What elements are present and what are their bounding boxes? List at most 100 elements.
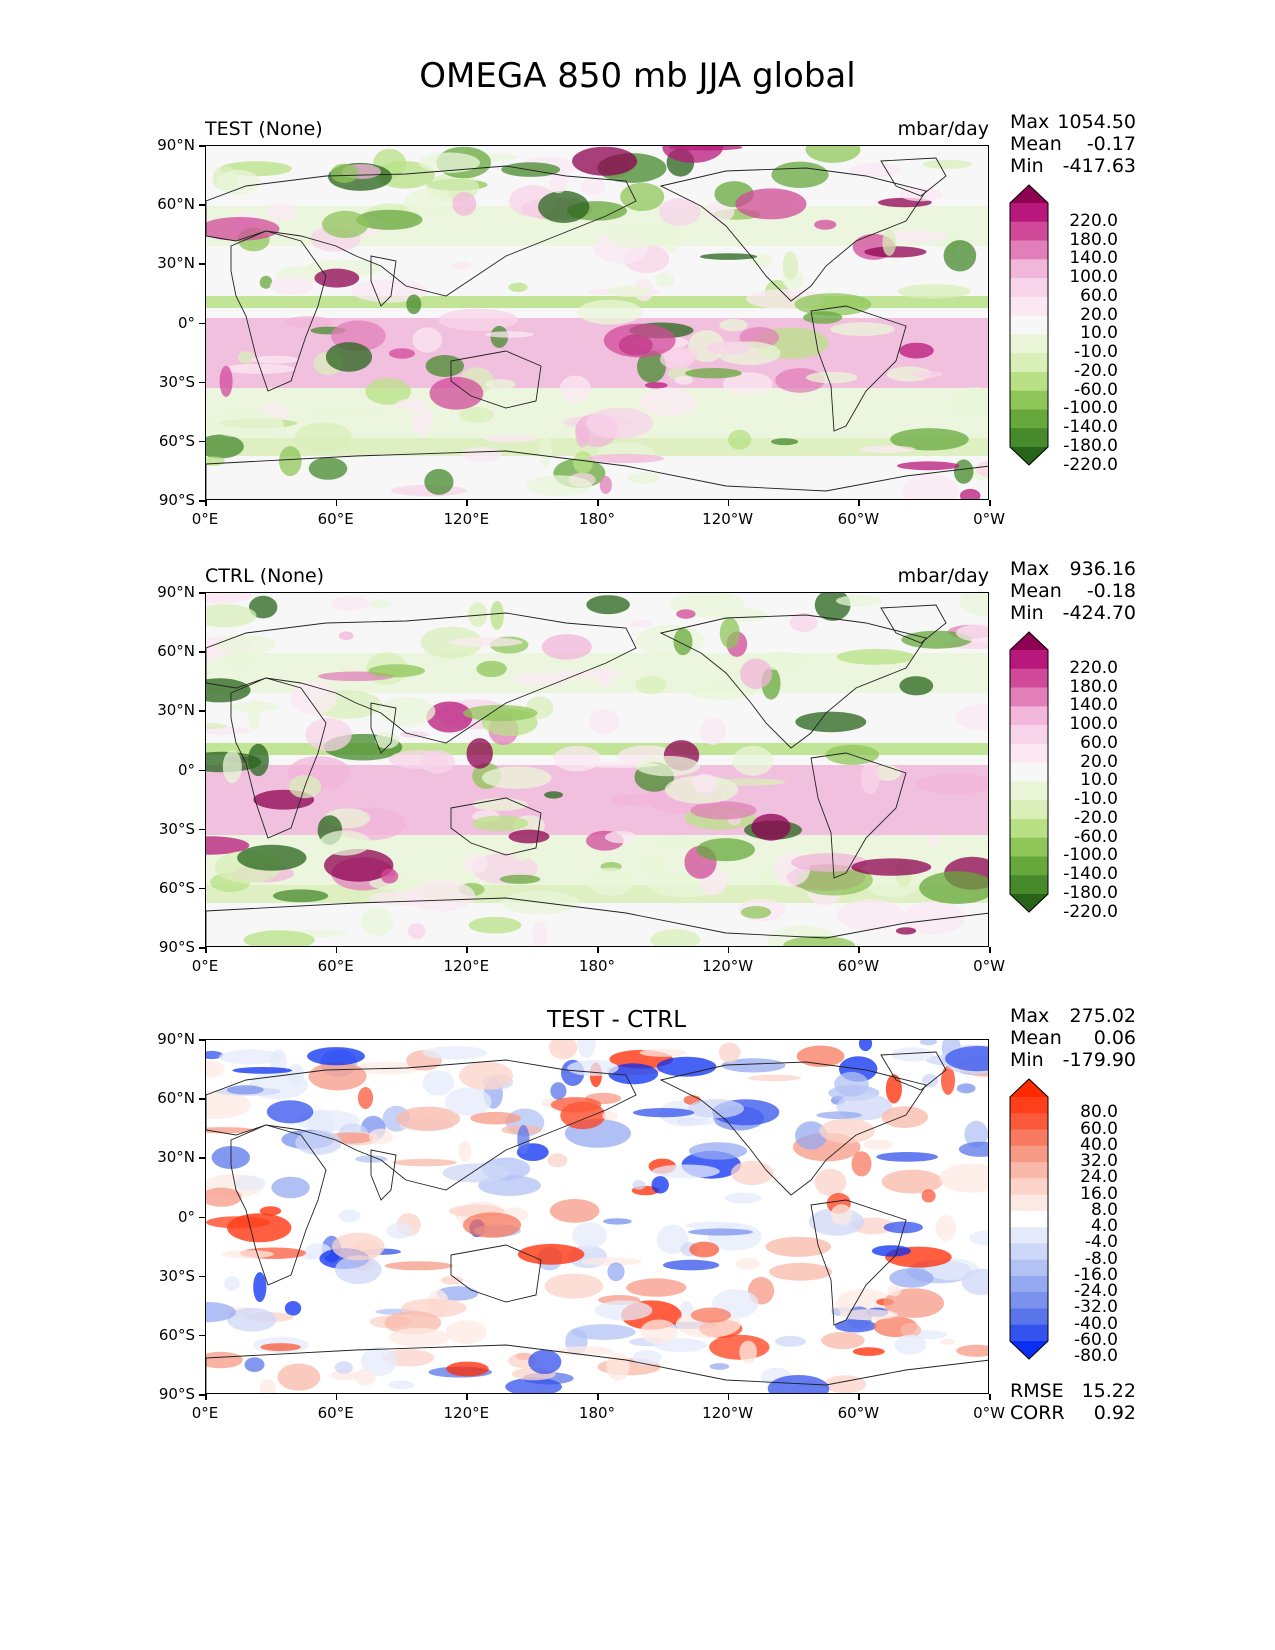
coastline bbox=[659, 167, 927, 302]
colorbar-tick-label: -180.0 bbox=[1063, 436, 1118, 456]
lat-tick bbox=[199, 1216, 205, 1218]
colorbar-tick-label: 10.0 bbox=[1080, 770, 1118, 791]
coastline bbox=[230, 677, 327, 839]
stat-min-label: Min bbox=[1010, 155, 1044, 177]
lon-tick-label: 60°E bbox=[317, 1404, 354, 1422]
stat-max-label: Max bbox=[1010, 558, 1050, 580]
colorbar-tick-label: 220.0 bbox=[1069, 210, 1118, 231]
colorbar-tick-label: 140.0 bbox=[1069, 248, 1118, 269]
colorbar-tick-label: 40.0 bbox=[1080, 1134, 1118, 1155]
lat-tick-label: 60°S bbox=[158, 878, 195, 897]
coastline bbox=[206, 450, 988, 499]
lon-tick bbox=[466, 947, 468, 953]
colorbar-tick-label: -4.0 bbox=[1084, 1232, 1118, 1253]
colorbar-tick-label: 16.0 bbox=[1080, 1183, 1118, 1204]
lon-tick-label: 120°E bbox=[443, 957, 490, 975]
lat-tick-label: 30°N bbox=[157, 1148, 195, 1167]
lon-tick bbox=[335, 947, 338, 953]
stat-max: Max 1054.50 bbox=[1010, 111, 1136, 133]
stats-block: Max 275.02 Mean 0.06 Min -179.90 bbox=[1010, 1005, 1136, 1071]
coastline bbox=[880, 604, 947, 644]
lon-tick-label: 120°E bbox=[443, 510, 490, 528]
lat-tick bbox=[199, 710, 205, 712]
map-plot bbox=[205, 145, 989, 500]
lon-tick bbox=[205, 947, 207, 953]
stat-mean-value: 0.06 bbox=[1093, 1027, 1136, 1049]
lat-tick bbox=[199, 500, 205, 502]
panel-units: mbar/day bbox=[897, 118, 989, 140]
lat-tick-label: 30°S bbox=[158, 372, 195, 391]
colorbar-tick-label: 60.0 bbox=[1080, 1118, 1118, 1139]
colorbar-tick-label: -140.0 bbox=[1063, 864, 1118, 885]
lon-tick-label: 0°E bbox=[191, 1404, 219, 1422]
lon-tick bbox=[466, 1394, 468, 1400]
coastline bbox=[450, 1244, 542, 1303]
lon-tick bbox=[727, 947, 730, 953]
colorbar bbox=[1009, 184, 1049, 466]
metric-rmse-value: 15.22 bbox=[1081, 1380, 1136, 1402]
coastline bbox=[880, 1051, 947, 1091]
colorbar-tick-label: 100.0 bbox=[1069, 714, 1118, 735]
colorbar-tick-label: 24.0 bbox=[1080, 1167, 1118, 1188]
lat-tick-label: 90°S bbox=[158, 938, 195, 956]
stat-mean-label: Mean bbox=[1010, 580, 1062, 602]
colorbar-tick-label: 32.0 bbox=[1080, 1151, 1118, 1172]
lat-tick-label: 0° bbox=[177, 313, 195, 332]
metric-rmse-label: RMSE bbox=[1010, 1380, 1064, 1402]
colorbar-tick-label: -10.0 bbox=[1074, 789, 1118, 810]
lon-tick bbox=[858, 947, 860, 953]
colorbar-tick-label: -24.0 bbox=[1074, 1281, 1118, 1302]
stat-min-value: -417.63 bbox=[1062, 155, 1136, 177]
colorbar-tick-label: -180.0 bbox=[1063, 883, 1118, 903]
colorbar-tick-label: 80.0 bbox=[1080, 1102, 1118, 1123]
stat-mean-label: Mean bbox=[1010, 133, 1062, 155]
colorbar-tick-label: -20.0 bbox=[1074, 807, 1118, 828]
lon-tick bbox=[205, 500, 207, 506]
lat-tick bbox=[199, 651, 205, 653]
coastline bbox=[206, 1059, 637, 1191]
lat-tick bbox=[199, 322, 205, 324]
metrics-block: RMSE 15.22 CORR 0.92 bbox=[1010, 1380, 1136, 1424]
stat-min-label: Min bbox=[1010, 602, 1044, 624]
lat-tick bbox=[199, 769, 205, 771]
lat-tick-label: 90°S bbox=[158, 491, 195, 509]
lon-tick-label: 180° bbox=[578, 957, 616, 975]
coastline bbox=[230, 1124, 327, 1286]
stat-mean-value: -0.18 bbox=[1086, 580, 1136, 602]
lon-tick-label: 180° bbox=[578, 510, 616, 528]
coastline bbox=[370, 702, 397, 754]
colorbar-tick-label: 140.0 bbox=[1069, 695, 1118, 716]
lat-tick-label: 60°N bbox=[157, 195, 195, 214]
contour-field bbox=[206, 1040, 988, 1393]
colorbar-tick-label: -32.0 bbox=[1074, 1297, 1118, 1318]
stat-min-label: Min bbox=[1010, 1049, 1044, 1071]
stat-min: Min -424.70 bbox=[1010, 602, 1136, 624]
colorbar-tick-label: 220.0 bbox=[1069, 657, 1118, 678]
lat-tick-label: 30°S bbox=[158, 819, 195, 838]
colorbar-tick-label: 10.0 bbox=[1080, 323, 1118, 344]
colorbar-tick-label: -220.0 bbox=[1063, 454, 1118, 475]
stat-max-value: 936.16 bbox=[1069, 558, 1136, 580]
lon-tick-label: 180° bbox=[578, 1404, 616, 1422]
colorbar-tick-label: -60.0 bbox=[1074, 826, 1118, 847]
stat-max: Max 936.16 bbox=[1010, 558, 1136, 580]
colorbar-tick-label: 180.0 bbox=[1069, 229, 1118, 250]
colorbar-tick-label: 8.0 bbox=[1090, 1199, 1118, 1220]
colorbar-tick-label: -20.0 bbox=[1074, 360, 1118, 381]
lat-tick bbox=[199, 145, 205, 147]
colorbar-tick-label: 4.0 bbox=[1090, 1216, 1118, 1237]
coastline bbox=[810, 305, 907, 432]
lon-tick bbox=[466, 500, 468, 506]
colorbar-tick-label: -100.0 bbox=[1063, 845, 1118, 866]
lon-tick bbox=[989, 500, 991, 506]
lon-tick-label: 0°E bbox=[191, 510, 219, 528]
coastline bbox=[230, 230, 327, 392]
contour-field bbox=[206, 146, 988, 499]
colorbar-tick-label: -80.0 bbox=[1074, 1346, 1118, 1367]
lon-tick-label: 60°W bbox=[837, 1404, 880, 1422]
stat-mean: Mean -0.17 bbox=[1010, 133, 1136, 155]
lat-tick bbox=[199, 204, 205, 206]
metric-corr: CORR 0.92 bbox=[1010, 1402, 1136, 1424]
lat-tick-label: 90°N bbox=[157, 583, 195, 601]
colorbar-tick-label: 20.0 bbox=[1080, 751, 1118, 772]
